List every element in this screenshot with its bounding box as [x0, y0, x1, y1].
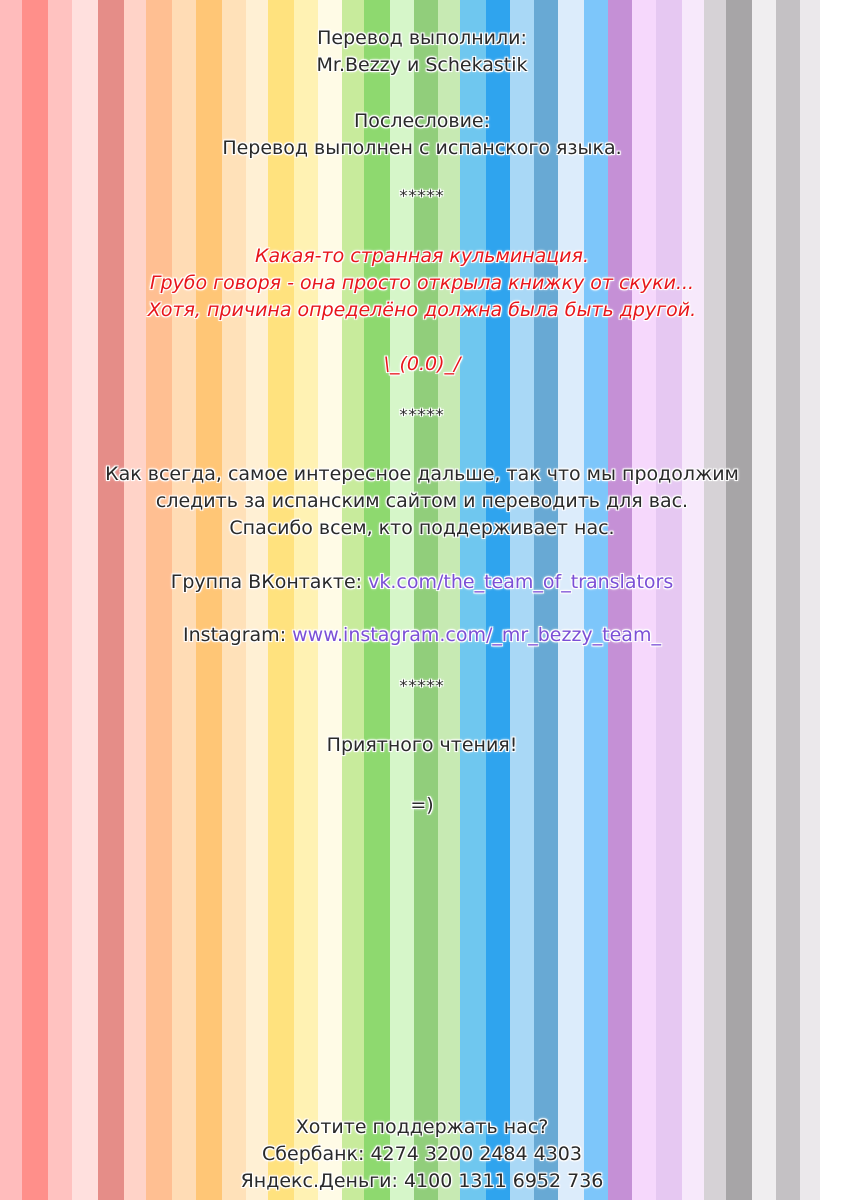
separator-3: ***** — [399, 676, 445, 695]
instagram-label: Instagram: — [183, 624, 287, 646]
background-stripe — [390, 0, 414, 1200]
message-line-3: Спасибо всем, кто поддерживает нас. — [229, 517, 615, 539]
closing-text: Приятного чтения! — [326, 734, 518, 756]
background-stripe — [268, 0, 294, 1200]
background-stripe — [246, 0, 268, 1200]
smiley: =) — [410, 794, 434, 816]
support-sberbank: Сбербанк: 4274 3200 2484 4303 — [262, 1143, 582, 1165]
background-stripe — [726, 0, 752, 1200]
background-stripe — [414, 0, 438, 1200]
background-stripe — [704, 0, 726, 1200]
background-stripe — [124, 0, 146, 1200]
credits-names: Mr.Bezzy и Schekastik — [316, 54, 528, 76]
background-stripe — [510, 0, 534, 1200]
credits-block: Перевод выполнили: Mr.Bezzy и Schekastik — [0, 25, 844, 79]
background-stripe — [584, 0, 608, 1200]
support-yandex: Яндекс.Деньги: 4100 1311 6952 736 — [240, 1170, 604, 1192]
background-stripe — [222, 0, 246, 1200]
emoticon: \_(0.0)_/ — [383, 353, 461, 375]
message-block: Как всегда, самое интересное дальше, так… — [0, 461, 844, 542]
translator-comment: Какая-то странная кульминация. Грубо гов… — [0, 243, 844, 324]
separator-2: ***** — [399, 405, 445, 424]
support-title: Хотите поддержать нас? — [295, 1116, 549, 1138]
background-stripe — [486, 0, 510, 1200]
background-stripe — [656, 0, 682, 1200]
background-stripe — [534, 0, 558, 1200]
background-stripe — [22, 0, 48, 1200]
separator-1: ***** — [399, 186, 445, 205]
background-stripe — [682, 0, 704, 1200]
instagram-link[interactable]: www.instagram.com/_mr_bezzy_team_ — [292, 624, 661, 646]
background-stripe — [632, 0, 656, 1200]
background-stripe — [438, 0, 460, 1200]
background-stripe — [72, 0, 98, 1200]
background-stripe — [146, 0, 172, 1200]
background-stripe — [98, 0, 124, 1200]
background-stripe — [196, 0, 222, 1200]
background-stripe — [294, 0, 318, 1200]
background-stripe — [558, 0, 584, 1200]
background-stripe — [0, 0, 22, 1200]
background-stripe — [342, 0, 364, 1200]
credits-title: Перевод выполнили: — [317, 27, 527, 49]
background-stripe — [752, 0, 776, 1200]
vk-group-row: Группа ВКонтакте: vk.com/the_team_of_tra… — [0, 569, 844, 596]
background-stripe — [318, 0, 342, 1200]
vk-link[interactable]: vk.com/the_team_of_translators — [368, 571, 674, 593]
comment-line-2: Грубо говоря - она просто открыла книжку… — [149, 272, 695, 294]
afterword-text: Перевод выполнен с испанского языка. — [222, 137, 622, 159]
support-block: Хотите поддержать нас? Сбербанк: 4274 32… — [0, 1114, 844, 1195]
background-stripe — [608, 0, 632, 1200]
message-line-2: следить за испанским сайтом и переводить… — [155, 490, 689, 512]
background-stripe — [800, 0, 820, 1200]
comment-line-3: Хотя, причина определёно должна была быт… — [147, 299, 697, 321]
background-stripe — [48, 0, 72, 1200]
afterword-block: Послесловие: Перевод выполнен с испанско… — [0, 108, 844, 162]
instagram-row: Instagram: www.instagram.com/_mr_bezzy_t… — [0, 622, 844, 649]
background-stripe — [460, 0, 486, 1200]
message-line-1: Как всегда, самое интересное дальше, так… — [105, 463, 739, 485]
background-stripe — [776, 0, 800, 1200]
background-stripe — [172, 0, 196, 1200]
vk-label: Группа ВКонтакте: — [170, 571, 363, 593]
afterword-title: Послесловие: — [353, 110, 491, 132]
comment-line-1: Какая-то странная кульминация. — [254, 245, 589, 267]
background-stripe — [364, 0, 390, 1200]
